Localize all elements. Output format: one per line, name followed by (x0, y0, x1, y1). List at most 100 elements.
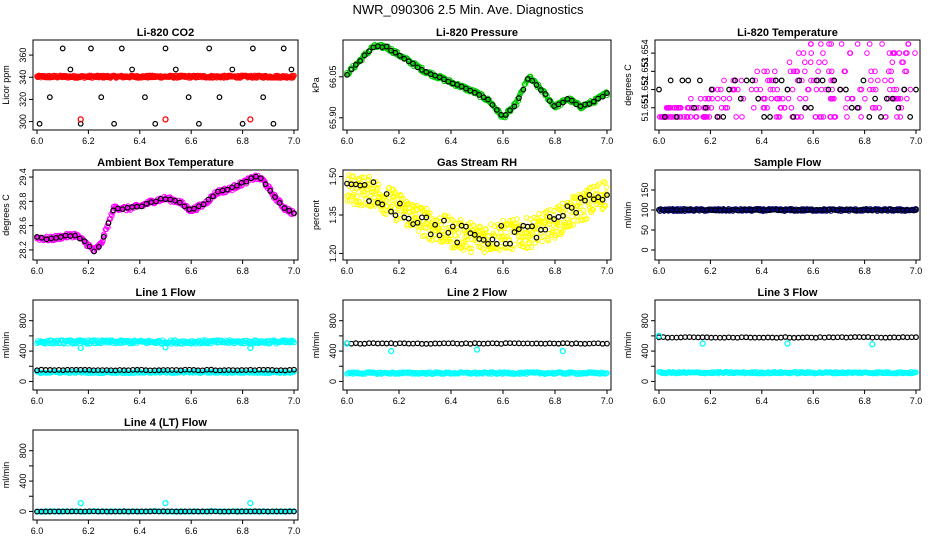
series-point (603, 184, 610, 190)
overlay-point (441, 217, 447, 224)
overlay-point (396, 52, 403, 59)
x-tick-label: 6.2 (704, 136, 717, 146)
overlay-point (480, 94, 487, 101)
overlay-point (590, 98, 597, 105)
overlay-point (110, 207, 117, 214)
series-point (781, 104, 788, 111)
series-point (760, 104, 767, 111)
x-tick-label: 6.8 (236, 396, 249, 406)
series-point (704, 114, 710, 120)
series-point (844, 114, 850, 120)
series-point (887, 86, 893, 93)
series-point (455, 230, 462, 236)
series-point (866, 41, 873, 47)
overlay-point (696, 77, 703, 84)
y-tick-label: 400 (18, 474, 28, 489)
series-point (726, 95, 733, 102)
y-tick-label: 1.20 (328, 245, 338, 263)
overlay-point (498, 222, 505, 229)
overlay-point (142, 94, 148, 101)
x-tick-label: 6.0 (341, 266, 354, 276)
x-tick-label: 6.8 (549, 266, 562, 276)
series-point (291, 339, 297, 346)
series-point (790, 68, 797, 75)
x-tick-label: 6.4 (134, 526, 147, 536)
series-point (358, 174, 365, 181)
series-point (665, 114, 671, 120)
x-tick-label: 6.6 (497, 266, 510, 276)
x-tick-label: 6.4 (134, 136, 147, 146)
series-point (872, 68, 878, 75)
x-tick-label: 6.4 (134, 396, 147, 406)
series-point (568, 199, 574, 205)
series-point (540, 233, 547, 239)
overlay-point (533, 234, 540, 241)
series-point (778, 104, 784, 111)
series-point (603, 89, 609, 95)
panel-9: Line 4 (LT) Flow ml/min 6.0 6.2 6.4 6.6 6.8 7.0… (1, 417, 300, 536)
overlay-point (546, 98, 553, 104)
series-point (774, 95, 781, 102)
series-point (659, 114, 666, 120)
series-point (486, 233, 492, 239)
y-tick-label: 51.653 (640, 58, 650, 86)
y-tick-label: 800 (18, 313, 28, 328)
outlier-point (655, 332, 663, 340)
overlay-point (414, 219, 421, 226)
series-point (676, 114, 683, 120)
overlay-point (143, 200, 150, 207)
overlay-point (708, 86, 715, 93)
overlay-point (913, 86, 919, 93)
series-point (539, 238, 545, 245)
overlay-point (272, 194, 278, 200)
series-point (858, 114, 864, 120)
overlay-point (262, 181, 269, 188)
overlay-point (36, 120, 43, 127)
series-point (400, 196, 407, 202)
x-tick-label: 6.2 (393, 396, 406, 406)
series-point (529, 231, 536, 237)
overlay-point (551, 216, 558, 222)
series-point (411, 203, 418, 209)
y-tick-label: 50 (640, 225, 650, 235)
x-tick-label: 6.0 (653, 266, 666, 276)
overlay-point (361, 182, 368, 188)
x-tick-label: 6.6 (185, 396, 198, 406)
series-point (820, 50, 826, 56)
outlier-point (869, 341, 876, 348)
series-point (532, 224, 538, 230)
overlay-point (590, 196, 597, 203)
series-point (421, 232, 428, 239)
series-point (762, 95, 768, 102)
overlay-point (560, 212, 566, 219)
series-point (767, 86, 774, 93)
series-point (904, 95, 910, 102)
y-tick-label: 800 (328, 313, 338, 328)
series-point (770, 77, 776, 84)
x-tick-label: 7.0 (601, 396, 614, 406)
panel-title: Li-820 CO2 (137, 27, 194, 39)
overlay-point (507, 107, 513, 114)
x-tick-label: 7.0 (910, 396, 923, 406)
overlay-point (38, 234, 45, 241)
series-point (586, 201, 592, 208)
series-point (355, 201, 361, 208)
y-tick-label: 400 (18, 344, 28, 359)
series-point (889, 59, 896, 66)
series-point (671, 104, 677, 111)
series-point (826, 68, 832, 75)
y-tick-label: 66.05 (328, 66, 338, 89)
series-point (849, 95, 856, 102)
overlay-point (772, 77, 779, 84)
overlay-point (471, 89, 478, 96)
series-point (789, 86, 796, 93)
x-tick-label: 6.2 (82, 266, 95, 276)
x-tick-label: 6.4 (445, 136, 458, 146)
y-tick-label: 0 (328, 379, 338, 384)
overlay-point (480, 236, 487, 243)
series-point (555, 203, 562, 210)
overlay-point (370, 179, 377, 186)
plot-frame (32, 429, 299, 521)
series-point (800, 50, 807, 56)
